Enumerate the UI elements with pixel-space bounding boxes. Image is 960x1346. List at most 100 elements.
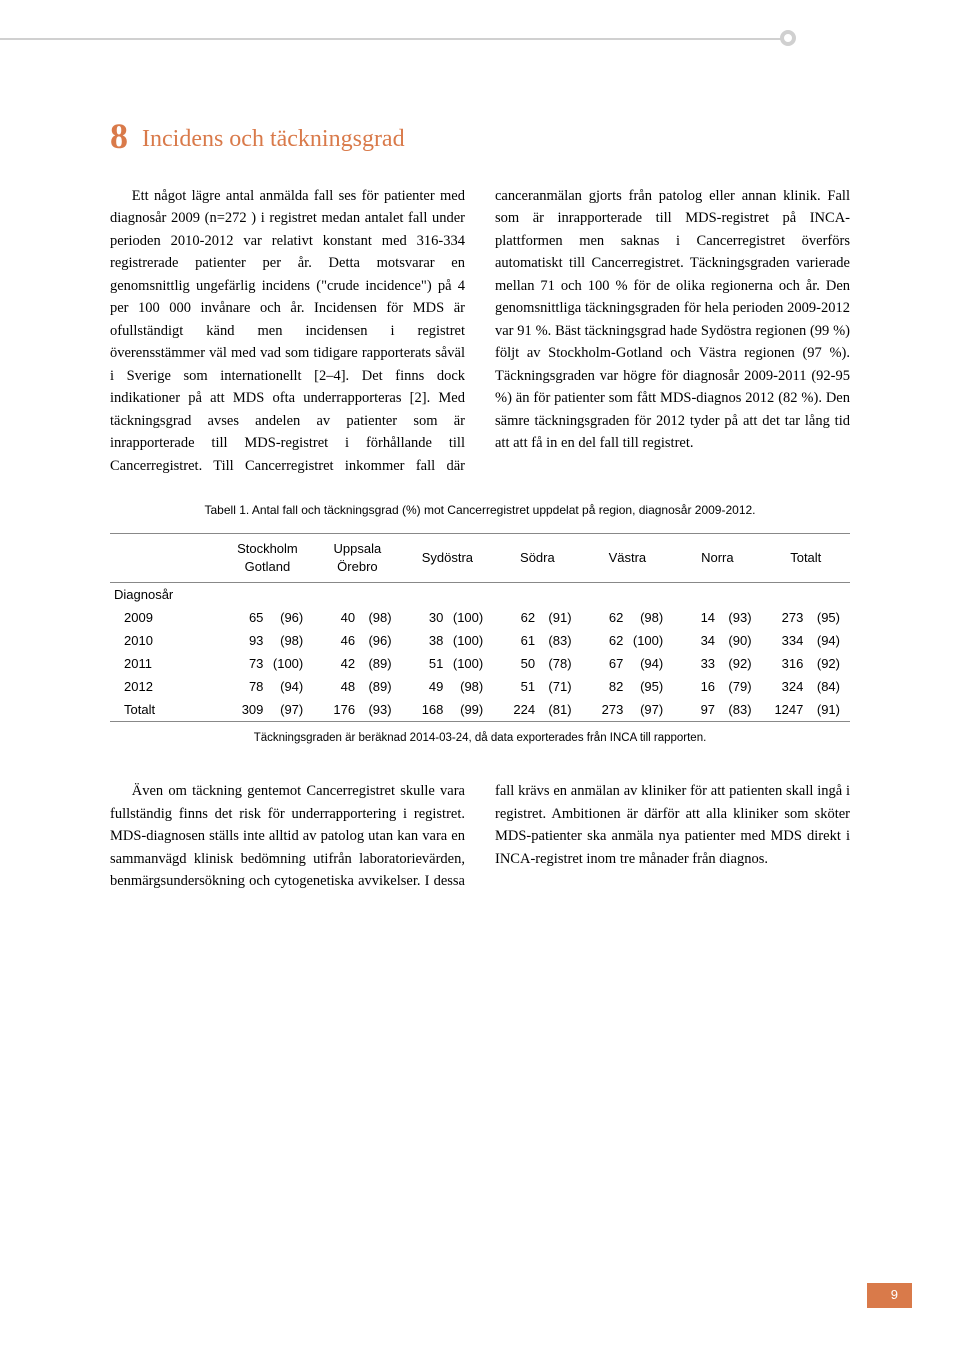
cell-count: 34 <box>673 629 715 652</box>
cell-count: 224 <box>493 698 535 722</box>
cell-pct: (99) <box>443 698 493 722</box>
cell-pct: (91) <box>803 698 850 722</box>
cell-count: 316 <box>762 652 804 675</box>
col-header: Norra <box>673 534 761 583</box>
cell-count: 168 <box>402 698 444 722</box>
header-dot-icon <box>780 30 796 46</box>
cell-pct: (89) <box>355 652 401 675</box>
cell-count: 51 <box>493 675 535 698</box>
row-label: 2012 <box>110 675 222 698</box>
cell-count: 30 <box>402 606 444 629</box>
table-row: 201278(94)48(89)49(98)51(71)82(95)16(79)… <box>110 675 850 698</box>
cell-pct: (95) <box>803 606 850 629</box>
page-content: 8 Incidens och täckningsgrad Ett något lä… <box>110 115 850 893</box>
table-note: Täckningsgraden är beräknad 2014-03-24, … <box>110 732 850 744</box>
cell-count: 48 <box>313 675 355 698</box>
col-header: UppsalaÖrebro <box>313 534 401 583</box>
cell-pct: (94) <box>263 675 313 698</box>
cell-pct: (84) <box>803 675 850 698</box>
section-heading: 8 Incidens och täckningsgrad <box>110 115 850 157</box>
cell-count: 273 <box>762 606 804 629</box>
cell-count: 82 <box>582 675 624 698</box>
page-number: 9 <box>867 1283 912 1308</box>
row-label: Totalt <box>110 698 222 722</box>
cell-pct: (97) <box>623 698 673 722</box>
cell-pct: (93) <box>355 698 401 722</box>
cell-count: 46 <box>313 629 355 652</box>
table-head: StockholmGotland UppsalaÖrebro Sydöstra … <box>110 534 850 583</box>
cell-pct: (91) <box>535 606 581 629</box>
cell-pct: (78) <box>535 652 581 675</box>
table-body: Diagnosår200965(96)40(98)30(100)62(91)62… <box>110 583 850 722</box>
body-paragraph-1: Ett något lägre antal anmälda fall ses f… <box>110 185 850 477</box>
cell-count: 67 <box>582 652 624 675</box>
cell-count: 49 <box>402 675 444 698</box>
cell-count: 309 <box>222 698 264 722</box>
cell-pct: (95) <box>623 675 673 698</box>
cell-count: 273 <box>582 698 624 722</box>
table-group-label: Diagnosår <box>110 583 850 607</box>
cell-pct: (100) <box>443 629 493 652</box>
cell-pct: (83) <box>535 629 581 652</box>
cell-count: 51 <box>402 652 444 675</box>
cell-count: 50 <box>493 652 535 675</box>
body-text-1: Ett något lägre antal anmälda fall ses f… <box>110 185 850 477</box>
row-label: 2009 <box>110 606 222 629</box>
cell-count: 1247 <box>762 698 804 722</box>
cell-count: 176 <box>313 698 355 722</box>
row-label: 2011 <box>110 652 222 675</box>
cell-count: 334 <box>762 629 804 652</box>
cell-count: 16 <box>673 675 715 698</box>
cell-count: 62 <box>582 629 624 652</box>
cell-count: 62 <box>582 606 624 629</box>
cell-count: 62 <box>493 606 535 629</box>
cell-pct: (92) <box>803 652 850 675</box>
cell-pct: (96) <box>355 629 401 652</box>
cell-pct: (94) <box>803 629 850 652</box>
cell-count: 14 <box>673 606 715 629</box>
section-number: 8 <box>110 116 128 156</box>
cell-pct: (93) <box>715 606 761 629</box>
cell-pct: (79) <box>715 675 761 698</box>
cell-pct: (98) <box>623 606 673 629</box>
cell-pct: (98) <box>263 629 313 652</box>
section-title-text: Incidens och täckningsgrad <box>142 126 405 152</box>
cell-pct: (90) <box>715 629 761 652</box>
cell-pct: (98) <box>355 606 401 629</box>
cell-count: 40 <box>313 606 355 629</box>
table-corner <box>110 534 222 583</box>
header-rule <box>0 38 786 40</box>
col-header: Sydöstra <box>402 534 494 583</box>
cell-count: 38 <box>402 629 444 652</box>
table-caption: Tabell 1. Antal fall och täckningsgrad (… <box>110 503 850 517</box>
col-header: Västra <box>582 534 674 583</box>
col-header: StockholmGotland <box>222 534 314 583</box>
cell-pct: (89) <box>355 675 401 698</box>
col-header: Totalt <box>762 534 850 583</box>
cell-count: 97 <box>673 698 715 722</box>
cell-pct: (92) <box>715 652 761 675</box>
cell-pct: (94) <box>623 652 673 675</box>
coverage-table: StockholmGotland UppsalaÖrebro Sydöstra … <box>110 533 850 722</box>
cell-pct: (81) <box>535 698 581 722</box>
cell-count: 324 <box>762 675 804 698</box>
cell-count: 42 <box>313 652 355 675</box>
cell-pct: (100) <box>443 652 493 675</box>
cell-pct: (100) <box>623 629 673 652</box>
cell-count: 65 <box>222 606 264 629</box>
cell-count: 78 <box>222 675 264 698</box>
cell-count: 61 <box>493 629 535 652</box>
cell-pct: (71) <box>535 675 581 698</box>
cell-pct: (96) <box>263 606 313 629</box>
cell-pct: (98) <box>443 675 493 698</box>
table-row: Totalt309(97)176(93)168(99)224(81)273(97… <box>110 698 850 722</box>
table-row: 200965(96)40(98)30(100)62(91)62(98)14(93… <box>110 606 850 629</box>
cell-pct: (100) <box>443 606 493 629</box>
cell-pct: (83) <box>715 698 761 722</box>
cell-count: 73 <box>222 652 264 675</box>
cell-count: 33 <box>673 652 715 675</box>
body-text-2: Även om täckning gentemot Cancerregistre… <box>110 780 850 892</box>
table-row: 201173(100)42(89)51(100)50(78)67(94)33(9… <box>110 652 850 675</box>
table-row: 201093(98)46(96)38(100)61(83)62(100)34(9… <box>110 629 850 652</box>
col-header: Södra <box>493 534 581 583</box>
